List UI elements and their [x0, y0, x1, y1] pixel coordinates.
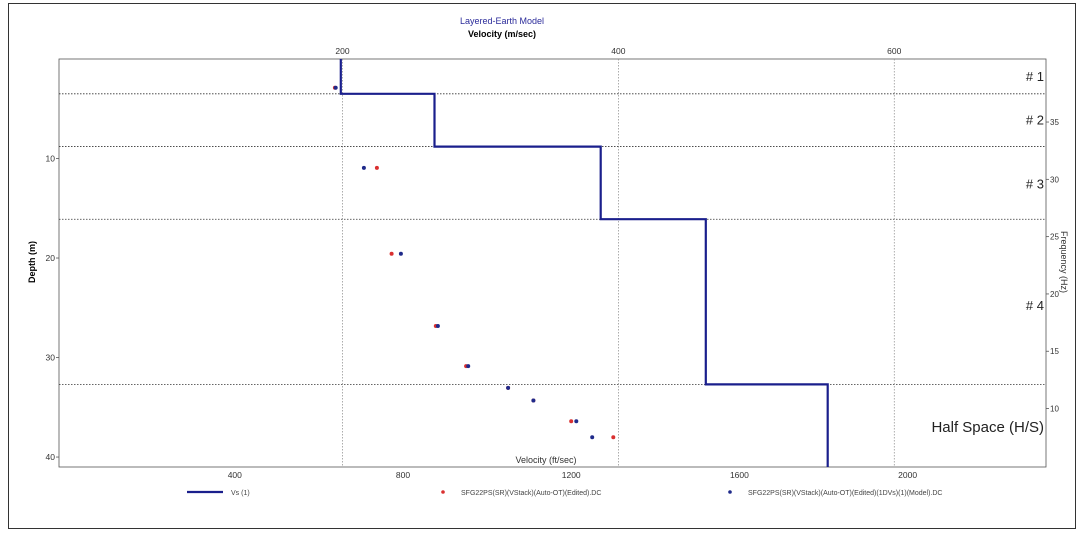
left-tick-label: 20 [46, 253, 56, 263]
legend: Vs (1) SFG22PS(SR)(VStack)(Auto-OT)(Edit… [187, 490, 942, 497]
legend-blue-marker [728, 490, 732, 494]
top-axis-label: Velocity (m/sec) [468, 29, 536, 39]
right-axis-label: Frequency (Hz) [1059, 231, 1069, 293]
right-tick-label: 20 [1050, 290, 1059, 299]
chart-title: Layered-Earth Model [460, 16, 544, 26]
bottom-tick-label: 1200 [562, 470, 581, 480]
series-1-point [389, 251, 394, 256]
bottom-tick-label: 2000 [898, 470, 917, 480]
series-1-point [611, 435, 616, 440]
left-tick-label: 40 [46, 452, 56, 462]
layered-earth-chart: Layered-Earth Model Velocity (m/sec) Vel… [27, 16, 1069, 497]
series-2-point [574, 419, 579, 424]
legend-blue-label: SFG22PS(SR)(VStack)(Auto-OT)(Edited)(1DV… [748, 490, 942, 497]
layer-label-4: # 4 [1026, 298, 1044, 313]
right-tick-label: 25 [1050, 233, 1059, 242]
series-2-point [435, 324, 440, 328]
chart-frame: Layered-Earth Model Velocity (m/sec) Vel… [8, 3, 1076, 529]
series-2-point [466, 364, 471, 369]
series-1-point [569, 419, 574, 424]
layer-label-1: # 1 [1026, 69, 1044, 84]
legend-red-marker [441, 490, 445, 494]
series-2-point [531, 398, 536, 403]
legend-vs-label: Vs (1) [231, 490, 250, 497]
bottom-tick-label: 1600 [730, 470, 749, 480]
plot-area [58, 58, 1047, 468]
bottom-tick-label: 400 [228, 470, 242, 480]
left-tick-label: 10 [46, 154, 56, 164]
layer-label-5: Half Space (H/S) [931, 419, 1044, 436]
left-tick-label: 30 [46, 353, 56, 363]
layer-label-2: # 2 [1026, 113, 1044, 128]
right-tick-label: 30 [1050, 175, 1059, 184]
bottom-tick-label: 800 [396, 470, 410, 480]
vs-profile-line [339, 59, 829, 467]
series-2-point [398, 251, 403, 256]
top-tick-label: 600 [887, 46, 901, 56]
right-tick-label: 10 [1050, 405, 1059, 414]
series-2-point [333, 85, 338, 90]
right-tick-label: 35 [1050, 118, 1059, 127]
series-2-point [361, 165, 366, 170]
right-tick-label: 15 [1050, 347, 1059, 356]
top-tick-label: 200 [335, 46, 349, 56]
top-tick-label: 400 [611, 46, 625, 56]
series-1-point [374, 165, 379, 170]
layer-label-3: # 3 [1026, 176, 1044, 191]
legend-red-label: SFG22PS(SR)(VStack)(Auto-OT)(Edited).DC [461, 490, 601, 497]
series-2-point [590, 435, 595, 440]
bottom-axis-label: Velocity (ft/sec) [515, 455, 576, 465]
left-axis-label: Depth (m) [27, 241, 37, 283]
series-2-point [506, 385, 511, 390]
